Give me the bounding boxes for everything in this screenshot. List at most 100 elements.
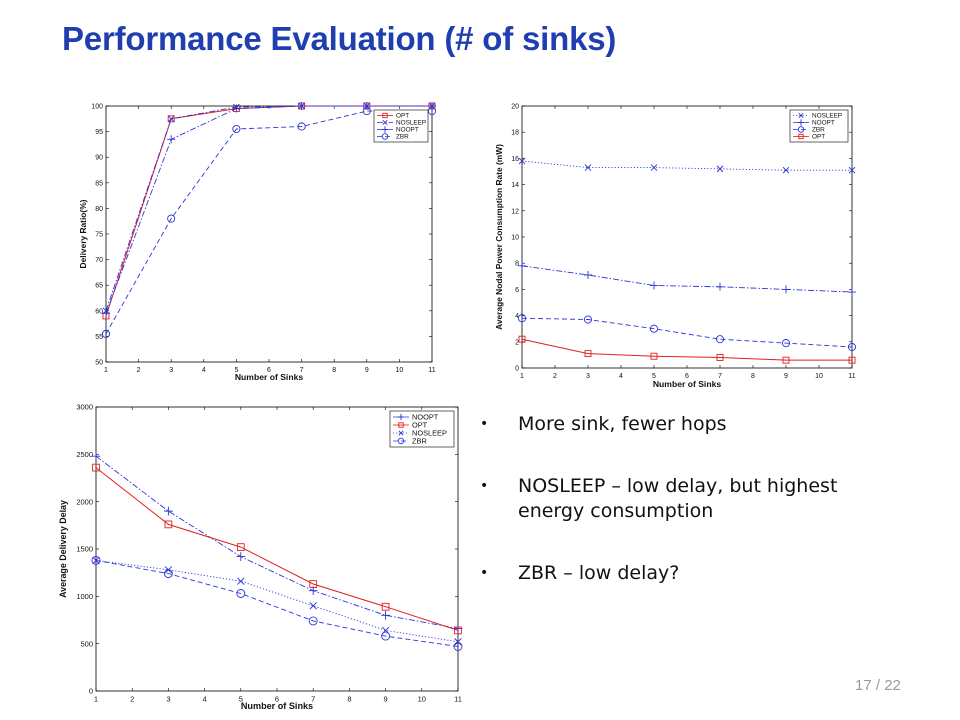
- bullet-item: • ZBR – low delay?: [480, 562, 680, 584]
- x-tick-label: 5: [652, 373, 656, 380]
- y-tick-label: 8: [515, 261, 519, 268]
- y-axis-label: Delivery Ratio(%): [78, 199, 88, 268]
- data-point: [232, 124, 241, 134]
- data-point: [847, 342, 857, 352]
- page-separator: /: [875, 677, 881, 694]
- data-point: [584, 270, 592, 279]
- series-zbr: [91, 555, 463, 651]
- y-tick-label: 20: [511, 103, 519, 110]
- legend-label: NOOPT: [812, 120, 835, 127]
- x-tick-label: 10: [396, 367, 404, 374]
- y-axis-label: Average Nodal Power Consumption Rate (mW…: [494, 144, 504, 330]
- legend-marker: [397, 437, 405, 445]
- series-line: [95, 559, 459, 647]
- y-tick-label: 2: [515, 339, 519, 346]
- data-point: [518, 261, 526, 270]
- delivery-delay-chart: 1 2 3 4 5 6 7 8 9 10 11 0 500 1000 1500 2000 2500 3000 Num…: [56, 395, 472, 720]
- x-tick-label: 11: [848, 373, 855, 380]
- x-tick-label: 2: [553, 373, 557, 380]
- data-point: [91, 451, 101, 461]
- x-tick-label: 9: [365, 367, 369, 374]
- x-axis-label: Number of Sinks: [235, 372, 304, 382]
- x-tick-label: 8: [332, 367, 336, 374]
- x-tick-label: 6: [275, 695, 279, 704]
- series-line: [521, 265, 853, 293]
- x-tick-label: 2: [137, 367, 141, 374]
- data-point: [167, 135, 176, 144]
- legend-label: NOSLEEP: [412, 429, 447, 438]
- legend-marker: [397, 413, 405, 421]
- data-point: [236, 543, 245, 551]
- y-tick-label: 10: [511, 234, 519, 241]
- legend-marker: [798, 133, 804, 140]
- y-tick-label: 4: [515, 313, 519, 320]
- data-point: [715, 335, 725, 344]
- legend-marker: [797, 119, 805, 126]
- x-axis-label: Number of Sinks: [653, 379, 722, 389]
- bullet-icon: •: [480, 478, 489, 494]
- legend-marker: [381, 133, 389, 140]
- x-tick-label: 1: [94, 695, 98, 704]
- y-tick-label: 50: [95, 359, 103, 366]
- data-point: [650, 281, 658, 290]
- legend-marker: [382, 112, 388, 119]
- data-point: [91, 555, 101, 565]
- bullet-icon: •: [480, 565, 489, 581]
- y-tick-label: 500: [80, 639, 93, 648]
- series-nosleep: [518, 157, 856, 174]
- x-tick-label: 8: [347, 695, 351, 704]
- data-point: [309, 580, 318, 588]
- data-point: [236, 589, 246, 598]
- data-point: [362, 102, 371, 110]
- data-point: [649, 324, 659, 333]
- y-tick-label: 16: [511, 156, 519, 163]
- legend-label: OPT: [812, 134, 825, 141]
- x-tick-label: 11: [428, 367, 435, 374]
- series-noopt: [102, 102, 436, 318]
- series-line: [95, 455, 459, 629]
- legend-label: NOOPT: [412, 413, 439, 422]
- data-point: [518, 157, 526, 165]
- x-tick-label: 3: [166, 695, 170, 704]
- series-noopt: [518, 261, 856, 297]
- data-point: [308, 616, 318, 626]
- data-point: [92, 556, 100, 565]
- data-point: [453, 624, 463, 633]
- y-tick-label: 1500: [76, 545, 93, 554]
- legend-marker: [398, 422, 404, 428]
- series-line: [105, 110, 432, 335]
- series-line: [521, 317, 853, 348]
- slide-title: Performance Evaluation (# of sinks): [62, 20, 617, 57]
- series-opt: [92, 463, 462, 635]
- data-point: [584, 164, 592, 171]
- y-tick-label: 85: [95, 180, 103, 187]
- x-tick-label: 6: [267, 367, 271, 374]
- data-point: [237, 577, 245, 585]
- y-tick-label: 90: [95, 155, 103, 162]
- y-tick-label: 6: [515, 287, 519, 294]
- x-tick-label: 4: [619, 373, 623, 380]
- legend-label: OPT: [412, 421, 428, 430]
- series-nosleep: [92, 556, 462, 646]
- x-axis-label: Number of Sinks: [241, 701, 313, 711]
- legend-marker: [382, 119, 388, 126]
- series-opt: [518, 335, 856, 364]
- legend-label: NOSLEEP: [812, 113, 842, 120]
- data-point: [232, 104, 241, 113]
- plot-frame: [95, 406, 459, 692]
- y-tick-label: 70: [95, 257, 103, 264]
- y-tick-label: 1000: [76, 592, 93, 601]
- y-tick-label: 14: [511, 182, 519, 189]
- data-point: [584, 350, 592, 358]
- legend-label: NOOPT: [396, 127, 419, 134]
- data-point: [163, 569, 173, 579]
- slide-number: 17 / 22: [855, 677, 901, 694]
- series-line: [105, 105, 432, 311]
- legend-marker: [798, 112, 804, 119]
- data-point: [101, 329, 111, 338]
- x-tick-label: 7: [311, 695, 315, 704]
- plot-frame: [105, 105, 433, 363]
